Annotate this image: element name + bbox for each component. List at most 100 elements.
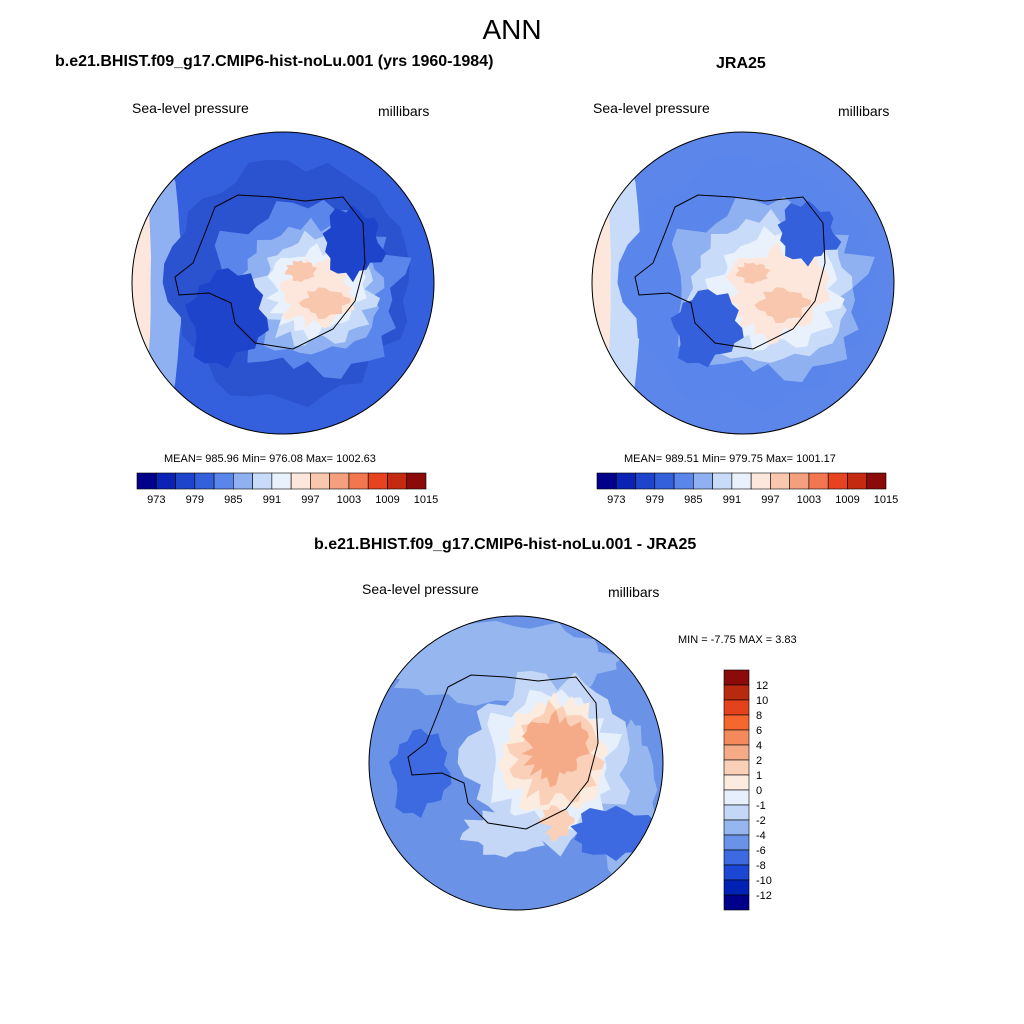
obs-ocean-field xyxy=(592,132,894,434)
obs-colorbar-box xyxy=(808,472,829,490)
diff-colorbar-box xyxy=(723,834,750,851)
main-title: ANN xyxy=(482,14,542,45)
model-field xyxy=(132,132,434,434)
diff-colorbar-box xyxy=(723,729,750,746)
model-contour-band xyxy=(235,217,385,355)
panel-model-variable-label: Sea-level pressure xyxy=(132,100,249,116)
obs-colorbar-box xyxy=(596,472,617,490)
diff-colorbar-box xyxy=(723,894,750,911)
diff-colorbar-tick-label: 0 xyxy=(756,785,762,797)
model-colorbar-box xyxy=(329,472,350,490)
model-colorbar-box xyxy=(290,472,311,490)
diff-colorbar-tick-label: 2 xyxy=(756,755,762,767)
diff-colorbar-tick-label: -2 xyxy=(756,815,766,827)
diff-colorbar-box xyxy=(723,864,750,881)
diff-colorbar-box xyxy=(723,759,750,776)
obs-colorbar-box xyxy=(866,472,887,490)
diff-colorbar-tick-label: 6 xyxy=(756,725,762,737)
diff-colorbar-tick-label: 10 xyxy=(756,695,768,707)
diff-colorbar-tick-label: -12 xyxy=(756,890,772,902)
obs-colorbar-box xyxy=(789,472,810,490)
model-colorbar-box xyxy=(271,472,292,490)
panel-obs-title: JRA25 xyxy=(716,55,766,72)
model-contour-band xyxy=(266,243,367,340)
model-colorbar-tick-label: 1003 xyxy=(337,494,361,506)
model-colorbar-tick-label: 997 xyxy=(301,494,319,506)
obs-contour-band xyxy=(724,241,831,345)
obs-colorbar-tick-label: 979 xyxy=(646,494,664,506)
diff-colorbar-tick-label: -1 xyxy=(756,800,766,812)
panel-diff-variable-label: Sea-level pressure xyxy=(362,581,479,597)
diff-contour-band xyxy=(498,691,608,814)
model-contour-band xyxy=(284,260,318,283)
model-colorbar-box xyxy=(175,472,196,490)
panel-obs-stats: MEAN= 989.51 Min= 979.75 Max= 1001.17 xyxy=(624,453,836,465)
antarctica-coastline xyxy=(174,194,366,350)
panel-obs-variable-label: Sea-level pressure xyxy=(593,100,710,116)
diff-colorbar-box xyxy=(723,744,750,761)
diff-colorbar-tick-label: 8 xyxy=(756,710,762,722)
diff-colorbar-tick-label: -6 xyxy=(756,845,766,857)
obs-colorbar-tick-label: 1009 xyxy=(835,494,859,506)
obs-contour-band xyxy=(777,200,842,267)
diff-contour-band xyxy=(369,620,625,706)
diff-ocean-field xyxy=(369,616,663,910)
obs-colorbar-tick-label: 985 xyxy=(684,494,702,506)
antarctica-coastline xyxy=(634,194,826,350)
model-colorbar-tick-label: 985 xyxy=(224,494,242,506)
obs-contour-band xyxy=(671,196,875,383)
obs-colorbar-box xyxy=(750,472,771,490)
obs-contour-band xyxy=(754,287,812,324)
model-colorbar-box xyxy=(367,472,388,490)
diff-colorbar-box xyxy=(723,804,750,821)
diff-contour-band xyxy=(389,728,452,818)
obs-contour-band xyxy=(592,132,611,434)
model-contour-band xyxy=(162,159,410,408)
diff-colorbar-box xyxy=(723,879,750,896)
obs-contour-band xyxy=(670,289,744,368)
model-contour-band xyxy=(214,199,412,379)
diff-colorbar-box xyxy=(723,819,750,836)
model-colorbar-box xyxy=(194,472,215,490)
model-colorbar-box xyxy=(252,472,273,490)
diff-contour-band xyxy=(459,809,553,858)
model-colorbar-box xyxy=(310,472,330,490)
diff-contour-band xyxy=(570,805,663,861)
panel-diff-title: b.e21.BHIST.f09_g17.CMIP6-hist-noLu.001 … xyxy=(314,536,697,553)
model-contour-band xyxy=(249,230,381,347)
panel-model-stats: MEAN= 985.96 Min= 976.08 Max= 1002.63 xyxy=(164,453,376,465)
diff-contour-band xyxy=(487,689,623,830)
diff-contour-band xyxy=(521,709,590,788)
model-colorbar-box xyxy=(155,472,176,490)
obs-colorbar-tick-label: 997 xyxy=(761,494,779,506)
model-colorbar-box xyxy=(348,472,369,490)
obs-map-border xyxy=(591,131,895,435)
model-contour-band xyxy=(185,268,269,369)
model-colorbar-tick-label: 1015 xyxy=(414,494,438,506)
obs-contour-band xyxy=(735,262,771,285)
diff-colorbar-tick-label: 1 xyxy=(756,770,762,782)
model-colorbar-tick-label: 973 xyxy=(147,494,165,506)
obs-colorbar-tick-label: 1015 xyxy=(874,494,898,506)
model-contour-band xyxy=(132,132,151,434)
obs-colorbar-tick-label: 973 xyxy=(607,494,625,506)
model-colorbar-box xyxy=(406,472,427,490)
diff-colorbar-box xyxy=(723,789,750,806)
diff-colorbar-box xyxy=(723,699,750,716)
obs-colorbar-box xyxy=(635,472,656,490)
diff-colorbar-box xyxy=(723,684,750,701)
obs-colorbar-box xyxy=(770,472,790,490)
obs-colorbar-box xyxy=(615,472,636,490)
diff-contour-band xyxy=(457,671,631,857)
obs-colorbar-box xyxy=(847,472,868,490)
obs-contour-band xyxy=(704,226,845,351)
panel-model-units-label: millibars xyxy=(378,103,430,119)
diff-colorbar-box xyxy=(723,774,750,791)
model-colorbar-box xyxy=(213,472,234,490)
obs-colorbar-box xyxy=(673,472,694,490)
